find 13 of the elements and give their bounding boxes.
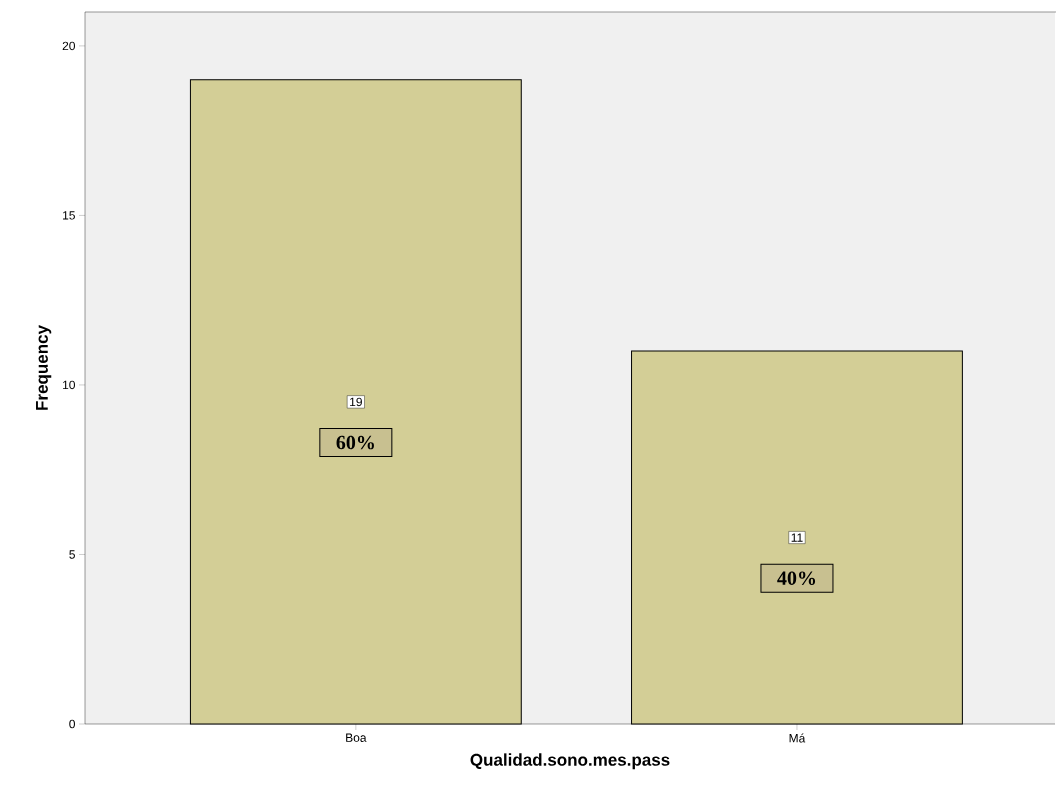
annotation: 40% [777,571,816,585]
x-tick-label: Má [789,733,806,743]
annotation: 60% [336,435,374,450]
data-label: 19 [350,397,362,407]
y-tick-label: 15 [63,211,75,220]
y-tick-label: 5 [69,550,75,559]
x-axis-title: Qualidad.sono.mes.pass [470,753,670,770]
y-tick-label: 0 [69,719,75,729]
y-tick-label: 10 [63,380,75,390]
data-label: 11 [791,533,803,542]
y-axis-title: Frequency [36,325,52,410]
y-tick-label: 20 [62,41,75,51]
x-tick-label: Boa [346,733,367,742]
